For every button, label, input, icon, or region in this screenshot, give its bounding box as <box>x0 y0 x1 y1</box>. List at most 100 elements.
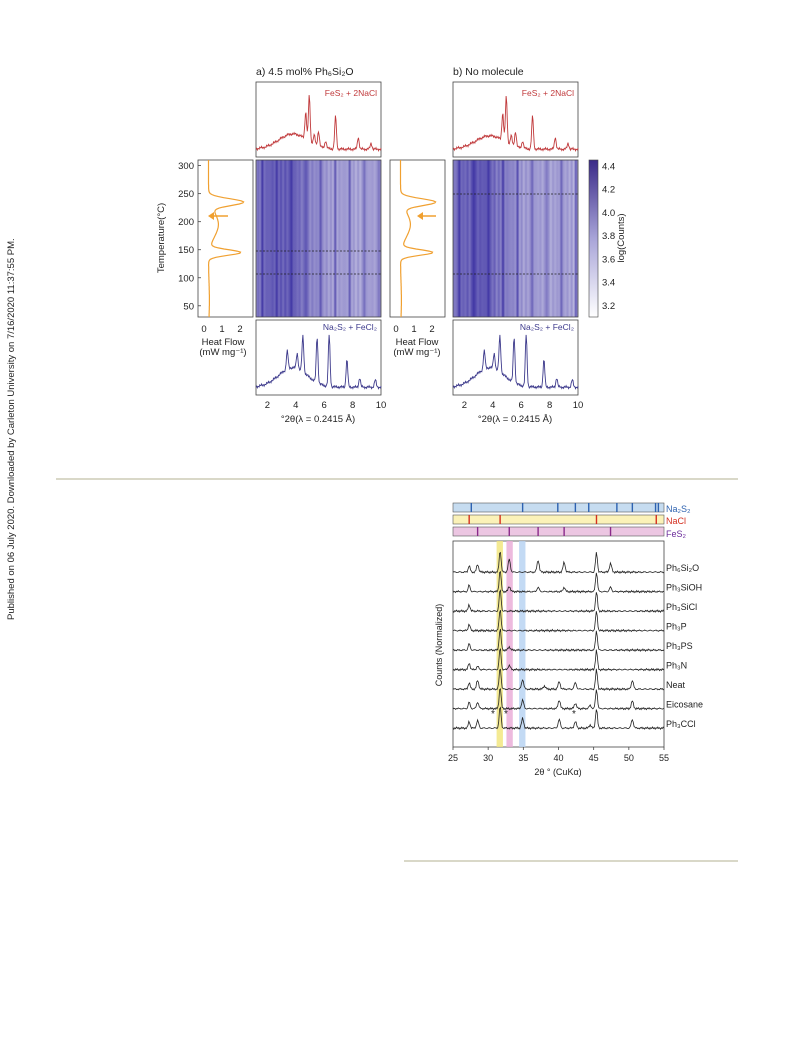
y-axis-label: Temperature(°C) <box>156 203 167 273</box>
panel-a-label: a) 4.5 mol% Ph₆Si₂O <box>256 66 354 78</box>
panel-a-x-label: °2θ(λ = 0.2415 Å) <box>281 414 355 425</box>
star-marker: * <box>572 709 576 720</box>
panel-a-heatflow-ticks: 0 1 2 <box>201 324 242 335</box>
x-axis-ticks: 25 30 35 40 45 50 55 <box>448 747 669 763</box>
panel-b-bottom-label: Na₂S₂ + FeCl₂ <box>520 322 574 332</box>
y-tick-label: 300 <box>178 161 194 172</box>
x-tick-label: 40 <box>553 753 563 763</box>
figure-1-heating-xrd: a) 4.5 mol% Ph₆Si₂O b) No molecule FeS₂ … <box>156 66 627 425</box>
xrd-traces <box>452 551 665 731</box>
panel-b-heatflow-label: Heat Flow <box>396 337 439 348</box>
x-tick-label: 4 <box>293 400 298 411</box>
xrd-trace <box>452 570 665 594</box>
x-tick-label: 8 <box>350 400 355 411</box>
x-tick-label: 55 <box>659 753 669 763</box>
panel-b-top-pattern-frame <box>452 81 579 158</box>
y-axis-ticks: 300 250 200 150 100 50 <box>178 161 201 312</box>
y-axis-label: Counts (Normalized) <box>434 604 444 687</box>
colorbar-ticks: 4.4 4.2 4.0 3.8 3.6 3.4 3.2 <box>602 161 615 312</box>
colorbar-tick-label: 3.2 <box>602 301 615 312</box>
panel-b-dsc-arrow <box>417 212 436 220</box>
heatflow-tick-label: 1 <box>411 324 416 335</box>
na2s2-reference-bar <box>452 502 665 513</box>
panel-b-heatmap <box>452 159 579 318</box>
panel-a-heatmap <box>255 159 382 318</box>
heatflow-tick-label: 0 <box>201 324 206 335</box>
y-tick-label: 100 <box>178 273 194 284</box>
colorbar-tick-label: 4.2 <box>602 185 615 196</box>
panel-b-heatflow-ticks: 0 1 2 <box>393 324 434 335</box>
xrd-trace <box>452 668 665 692</box>
x-tick-label: 2 <box>462 400 467 411</box>
panel-b-label: b) No molecule <box>453 66 524 78</box>
x-tick-label: 10 <box>573 400 584 411</box>
xrd-trace <box>452 589 665 614</box>
panel-b-x-ticks: 2 4 6 8 10 <box>462 400 584 411</box>
download-notice-text: Published on 06 July 2020. Downloaded by… <box>6 238 17 620</box>
panel-a-dsc-arrow <box>208 212 228 220</box>
colorbar-tick-label: 3.4 <box>602 278 615 289</box>
x-tick-label: 45 <box>589 753 599 763</box>
panel-a-x-ticks: 2 4 6 8 10 <box>265 400 387 411</box>
heatflow-tick-label: 2 <box>429 324 434 335</box>
y-tick-label: 200 <box>178 217 194 228</box>
highlight-band <box>506 541 513 747</box>
panel-b-dsc-curve <box>399 160 437 318</box>
nacl-reference-bar <box>452 514 665 525</box>
x-tick-label: 25 <box>448 753 458 763</box>
x-tick-label: 4 <box>490 400 495 411</box>
highlight-band <box>519 541 526 747</box>
colorbar-tick-label: 3.8 <box>602 231 615 242</box>
panel-a-top-pattern <box>255 95 382 153</box>
panel-a-heatflow-units: (mW mg⁻¹) <box>199 347 246 358</box>
reference-patterns <box>452 502 665 537</box>
panel-b-dsc-frame <box>389 159 446 318</box>
trace-label: Ph₆Si₂O <box>666 563 699 573</box>
colorbar-tick-label: 4.0 <box>602 208 615 219</box>
xrd-trace <box>452 706 665 731</box>
y-tick-label: 250 <box>178 189 194 200</box>
panel-a-top-pattern-frame <box>255 81 382 158</box>
heatflow-tick-label: 1 <box>219 324 224 335</box>
panel-b-bottom-pattern-frame <box>452 319 579 396</box>
panel-a-bottom-label: Na₂S₂ + FeCl₂ <box>323 322 377 332</box>
panel-a-bottom-pattern <box>255 334 382 390</box>
ref-label-na2s2: Na₂S₂ <box>666 504 691 514</box>
trace-label: Eicosane <box>666 700 703 710</box>
panel-a-top-label: FeS₂ + 2NaCl <box>325 88 377 98</box>
xrd-trace <box>452 609 665 633</box>
panel-a-bottom-pattern-frame <box>255 319 382 396</box>
x-tick-label: 50 <box>624 753 634 763</box>
star-marker: * <box>491 709 495 720</box>
figure-2-additive-xrd: Na₂S₂ NaCl FeS₂ Ph₆Si₂O Ph₃SiOH Ph₃SiCl Ph₃… <box>434 502 703 777</box>
highlight-bands <box>496 541 526 747</box>
panel-b-top-label: FeS₂ + 2NaCl <box>522 88 574 98</box>
download-notice: Published on 06 July 2020. Downloaded by… <box>6 238 17 620</box>
x-tick-label: 6 <box>322 400 327 411</box>
panel-b-top-pattern <box>452 95 579 153</box>
section-divider <box>56 478 738 480</box>
colorbar <box>588 159 599 318</box>
x-tick-label: 8 <box>547 400 552 411</box>
panel-b-x-label: °2θ(λ = 0.2415 Å) <box>478 414 552 425</box>
xrd-trace <box>452 648 665 672</box>
x-tick-label: 30 <box>483 753 493 763</box>
panel-a-dsc-curve <box>207 160 245 318</box>
heatflow-tick-label: 0 <box>393 324 398 335</box>
trace-label: Ph₃P <box>666 622 687 632</box>
fes2-reference-bar <box>452 526 665 537</box>
colorbar-tick-label: 4.4 <box>602 161 615 172</box>
x-tick-label: 35 <box>518 753 528 763</box>
trace-label: Ph₃PS <box>666 641 693 651</box>
panel-a-dsc-frame <box>197 159 254 318</box>
ref-label-fes2: FeS₂ <box>666 529 687 539</box>
trace-label: Ph₃N <box>666 661 687 671</box>
panel-b-heatflow-units: (mW mg⁻¹) <box>393 347 440 358</box>
colorbar-tick-label: 3.6 <box>602 254 615 265</box>
xrd-trace <box>452 688 665 711</box>
trace-labels: Ph₆Si₂O Ph₃SiOH Ph₃SiCl Ph₃P Ph₃PS Ph₃N Neat Ei… <box>666 563 703 729</box>
x-tick-label: 10 <box>376 400 387 411</box>
xrd-trace <box>452 628 665 653</box>
trace-label: Ph₃SiCl <box>666 602 697 612</box>
y-tick-label: 50 <box>183 301 194 312</box>
